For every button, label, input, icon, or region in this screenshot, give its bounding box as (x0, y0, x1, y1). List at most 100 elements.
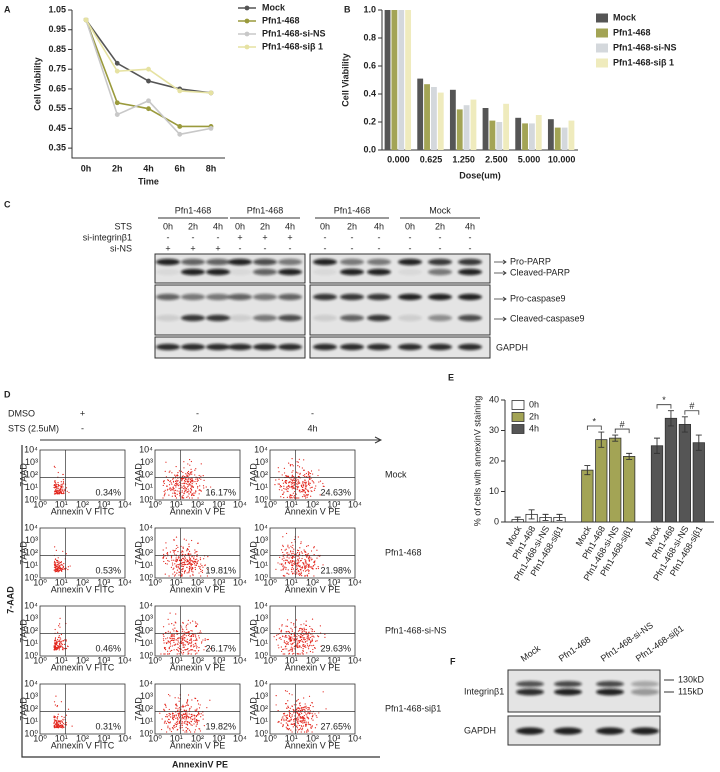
lane-cell: 4h (465, 221, 475, 231)
event-dot (68, 709, 69, 710)
event-dot (308, 639, 309, 640)
band (228, 294, 252, 300)
event-dot (282, 716, 283, 717)
legend-marker (245, 19, 250, 24)
event-dot (170, 714, 171, 715)
event-dot (174, 484, 175, 485)
event-dot (185, 714, 186, 715)
event-dot (59, 492, 60, 493)
event-dot (195, 479, 196, 480)
plot-x-label: Annexin V PE (285, 584, 341, 594)
event-dot (308, 571, 309, 572)
band (340, 315, 364, 321)
event-dot (290, 550, 291, 551)
legend-marker (245, 6, 250, 11)
event-dot (192, 575, 193, 576)
event-dot (283, 653, 284, 654)
event-dot (58, 637, 59, 638)
event-dot (298, 719, 299, 720)
event-dot (202, 715, 203, 716)
event-dot (291, 475, 292, 476)
plot-x-label: Annexin V FITC (51, 584, 115, 594)
event-dot (309, 485, 310, 486)
event-dot (303, 494, 304, 495)
band (156, 259, 180, 265)
y-tick-label: 1.0 (363, 4, 376, 14)
event-dot (198, 720, 199, 721)
event-dot (297, 568, 298, 569)
event-dot (172, 717, 173, 718)
event-dot (190, 488, 191, 489)
event-dot (181, 636, 182, 637)
axis-decade: 10⁴ (254, 522, 268, 532)
event-dot (297, 484, 298, 485)
band (156, 315, 180, 321)
event-dot (310, 640, 311, 641)
event-dot (285, 563, 286, 564)
event-dot (314, 562, 315, 563)
event-dot (200, 704, 201, 705)
event-dot (280, 637, 281, 638)
event-dot (172, 550, 173, 551)
event-dot (174, 727, 175, 728)
band (206, 259, 230, 265)
event-dot (292, 649, 293, 650)
event-dot (298, 708, 299, 709)
event-dot (292, 650, 293, 651)
event-dot (306, 566, 307, 567)
event-dot (308, 573, 309, 574)
axis-decade: 10⁰ (139, 494, 153, 504)
event-dot (191, 556, 192, 557)
event-dot (191, 571, 192, 572)
event-dot (202, 572, 203, 573)
event-dot (306, 570, 307, 571)
event-dot (164, 495, 165, 496)
event-dot (306, 557, 307, 558)
event-dot (287, 560, 288, 561)
event-dot (311, 718, 312, 719)
event-dot (186, 625, 187, 626)
event-dot (292, 631, 293, 632)
event-dot (164, 653, 165, 654)
event-dot (292, 638, 293, 639)
event-dot (298, 723, 299, 724)
event-dot (174, 490, 175, 491)
event-dot (167, 726, 168, 727)
event-dot (281, 486, 282, 487)
event-dot (182, 568, 183, 569)
event-dot (309, 696, 310, 697)
event-dot (55, 570, 56, 571)
event-dot (304, 495, 305, 496)
event-dot (169, 612, 170, 613)
event-dot (186, 703, 187, 704)
event-dot (302, 631, 303, 632)
event-dot (306, 637, 307, 638)
event-dot (191, 480, 192, 481)
y-tick-label: 30 (489, 425, 499, 435)
event-dot (311, 559, 312, 560)
event-dot (191, 565, 192, 566)
event-dot (183, 478, 184, 479)
event-dot (177, 650, 178, 651)
event-dot (167, 489, 168, 490)
event-dot (167, 651, 168, 652)
y-tick-label: 0.45 (48, 123, 66, 133)
event-dot (189, 465, 190, 466)
event-dot (201, 565, 202, 566)
axis-decade: 10⁴ (233, 733, 247, 743)
point (177, 124, 182, 129)
event-dot (302, 496, 303, 497)
event-dot (278, 710, 279, 711)
series-line (86, 20, 211, 134)
event-dot (179, 564, 180, 565)
event-dot (286, 722, 287, 723)
event-dot (288, 547, 289, 548)
event-dot (308, 565, 309, 566)
event-dot (56, 642, 57, 643)
event-dot (183, 647, 184, 648)
event-dot (164, 648, 165, 649)
event-dot (188, 635, 189, 636)
event-dot (288, 482, 289, 483)
band (340, 344, 364, 350)
event-dot (291, 569, 292, 570)
